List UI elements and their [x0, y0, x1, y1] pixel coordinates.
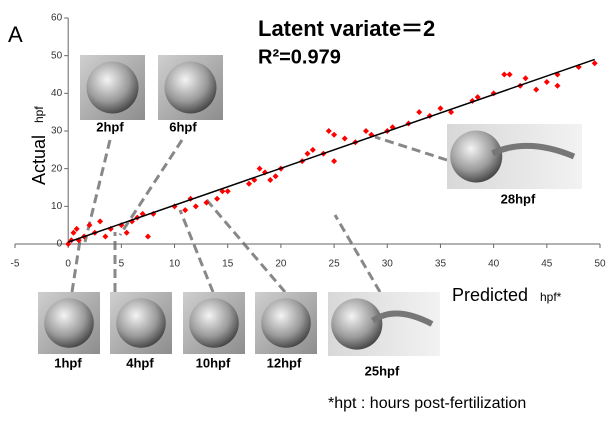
point — [309, 146, 316, 153]
point — [86, 222, 93, 229]
point — [256, 165, 263, 172]
point — [591, 60, 598, 67]
chart-subtitle: R²=0.979 — [258, 46, 341, 68]
y-tick-label: 60 — [51, 13, 63, 24]
point — [533, 86, 540, 93]
embryo — [44, 298, 94, 348]
point — [474, 94, 481, 101]
point — [554, 82, 561, 89]
y-axis-unit: hpf — [32, 106, 46, 123]
point — [246, 180, 252, 187]
point — [272, 173, 279, 180]
point — [363, 128, 369, 134]
point — [506, 71, 513, 78]
point — [192, 203, 199, 210]
y-tick-label: 50 — [51, 50, 63, 61]
x-tick-label: 35 — [435, 259, 447, 270]
image-label: 25hpf — [365, 363, 400, 378]
connectors — [70, 135, 448, 293]
point — [214, 195, 221, 202]
image-label: 2hpf — [96, 119, 124, 134]
point — [501, 71, 508, 78]
embryo-tail — [371, 310, 434, 327]
x-tick-label: 10 — [169, 259, 181, 270]
y-tick-label: 40 — [51, 88, 63, 99]
image-label: 6hpf — [169, 119, 197, 134]
embryo — [86, 61, 139, 114]
point — [144, 233, 151, 240]
point — [522, 75, 529, 82]
x-axis-unit: hpf* — [540, 290, 562, 304]
embryo — [261, 298, 311, 348]
fit-line — [67, 58, 595, 243]
x-axis-label: Predicted — [452, 285, 528, 305]
embryo-tail — [491, 142, 576, 160]
x-tick-label: 25 — [329, 259, 341, 270]
image-label: 12hpf — [267, 355, 302, 370]
embryo — [331, 298, 383, 350]
x-tick-label: 30 — [382, 259, 394, 270]
x-tick-label: 50 — [594, 259, 606, 270]
embryo — [189, 298, 239, 348]
point — [331, 131, 338, 138]
point — [97, 218, 104, 225]
image-label: 28hpf — [501, 191, 536, 206]
point — [267, 176, 274, 183]
point — [331, 158, 338, 165]
point — [543, 79, 550, 86]
point — [389, 124, 396, 131]
y-tick-label: 20 — [51, 163, 63, 174]
x-tick-label: 0 — [65, 259, 71, 270]
x-tick-label: 5 — [119, 259, 125, 270]
x-tick-label: 40 — [488, 259, 500, 270]
point — [123, 229, 130, 236]
point — [102, 233, 109, 240]
point — [182, 207, 189, 214]
point — [65, 241, 72, 247]
point — [341, 135, 348, 142]
x-tick-label: 15 — [222, 259, 234, 270]
point — [73, 225, 80, 232]
chart-title: Latent variate＝2 — [258, 16, 435, 41]
point — [304, 150, 311, 157]
y-tick-label: 0 — [57, 239, 63, 250]
y-axis-label: Actual — [29, 135, 49, 185]
point — [448, 109, 455, 116]
point — [70, 229, 77, 236]
embryo-images: 2hpf 6hpf 1hpf 4hpf 10hpf 12hpf 25hpf 28hpf — [38, 55, 582, 378]
point — [224, 188, 231, 195]
point — [416, 109, 423, 116]
x-tick-label: 45 — [541, 259, 553, 270]
point — [203, 199, 210, 206]
image-label: 1hpf — [54, 355, 82, 370]
footnote: *hpt : hours post-fertilization — [328, 395, 526, 412]
panel-label: A — [8, 22, 23, 47]
point — [325, 128, 332, 134]
embryo — [164, 61, 217, 114]
y-tick-label: 30 — [51, 126, 63, 137]
y-tick-label: 10 — [51, 201, 63, 212]
image-label: 4hpf — [126, 355, 154, 370]
point — [437, 105, 444, 112]
x-tick-label: 20 — [275, 259, 287, 270]
embryo — [450, 130, 503, 183]
embryo — [116, 298, 166, 348]
x-tick-label: -5 — [11, 259, 20, 270]
image-label: 10hpf — [196, 355, 231, 370]
